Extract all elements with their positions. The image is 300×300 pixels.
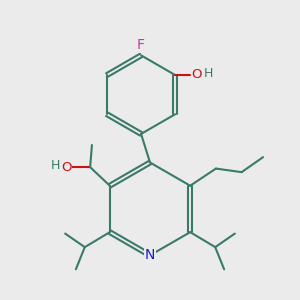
- Text: H: H: [51, 159, 60, 172]
- Text: O: O: [191, 68, 202, 82]
- Text: O: O: [61, 160, 71, 174]
- Text: N: N: [145, 248, 155, 262]
- Text: F: F: [137, 38, 145, 52]
- Text: H: H: [204, 67, 213, 80]
